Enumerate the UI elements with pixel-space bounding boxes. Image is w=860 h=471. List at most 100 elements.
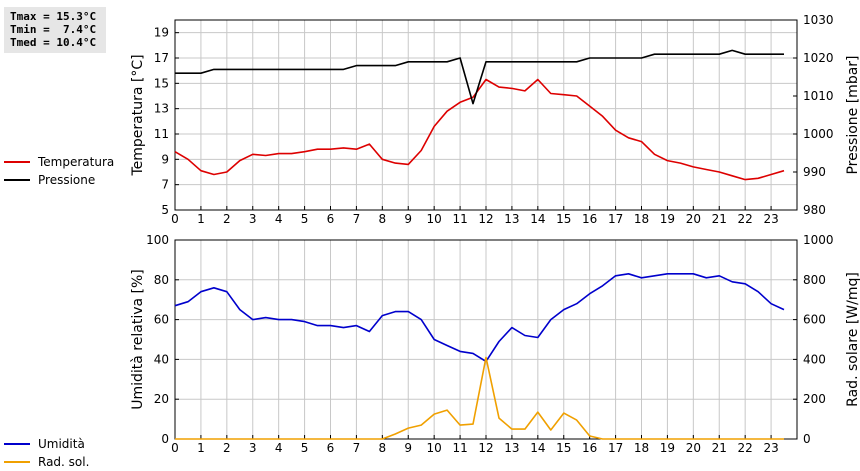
y-right-tick-label: 200 — [803, 392, 826, 406]
x-tick-label: 22 — [738, 212, 753, 226]
x-tick-label: 6 — [327, 212, 335, 226]
x-tick-label: 2 — [223, 441, 231, 455]
y-right-tick-label: 980 — [803, 203, 826, 217]
x-tick-label: 16 — [582, 441, 597, 455]
y-right-tick-label: 990 — [803, 165, 826, 179]
charts-canvas: 0 1 2 3 4 5 6 7 8 9 10 11 12 13 14 15 16 17 18 19 20 21 22 2357… — [130, 13, 860, 455]
x-tick-label: 5 — [301, 212, 309, 226]
chart-1: 0 1 2 3 4 5 6 7 8 9 10 11 12 13 14 15 16 17 18 19 20 21 22 2357… — [130, 13, 860, 226]
x-tick-label: 17 — [608, 212, 623, 226]
x-tick-label: 7 — [353, 212, 361, 226]
y-left-tick-label: 40 — [154, 352, 169, 366]
x-tick-label: 12 — [478, 212, 493, 226]
y-left-tick-label: 7 — [161, 178, 169, 192]
x-tick-label: 1 — [197, 212, 205, 226]
x-tick-label: 7 — [353, 441, 361, 455]
x-tick-label: 19 — [660, 441, 675, 455]
x-tick-label: 8 — [379, 441, 387, 455]
x-tick-label: 16 — [582, 212, 597, 226]
y-right-tick-label: 1010 — [803, 89, 834, 103]
x-tick-label: 18 — [634, 212, 649, 226]
y-right-axis-label: Rad. solare [W/mq] — [845, 272, 860, 407]
x-tick-label: 4 — [275, 212, 283, 226]
x-tick-label: 2 — [223, 212, 231, 226]
y-right-tick-label: 1020 — [803, 51, 834, 65]
x-tick-label: 6 — [327, 441, 335, 455]
y-right-tick-label: 0 — [803, 432, 811, 446]
x-tick-label: 0 — [171, 212, 179, 226]
legend-label: Pressione — [38, 173, 96, 187]
x-tick-label: 22 — [738, 441, 753, 455]
y-right-tick-label: 600 — [803, 313, 826, 327]
y-left-tick-label: 13 — [154, 102, 169, 116]
y-right-tick-label: 1030 — [803, 13, 834, 27]
y-left-tick-label: 60 — [154, 313, 169, 327]
chart-2: 0 1 2 3 4 5 6 7 8 9 10 11 12 13 14 15 16 17 18 19 20 21 22 2302… — [130, 233, 860, 455]
x-tick-label: 4 — [275, 441, 283, 455]
x-tick-label: 10 — [427, 441, 442, 455]
legend-item-pressione: Pressione — [4, 171, 114, 189]
series-line-umidit- — [174, 272, 785, 363]
x-tick-label: 10 — [427, 212, 442, 226]
x-tick-label: 14 — [530, 441, 545, 455]
legend-item-umidita: Umidità — [4, 435, 89, 453]
y-left-tick-label: 9 — [161, 152, 169, 166]
y-left-axis-label: Temperatura [°C] — [130, 54, 146, 176]
x-tick-label: 9 — [404, 441, 412, 455]
x-tick-label: 18 — [634, 441, 649, 455]
tmed-text: Tmed = 10.4°C — [10, 36, 97, 49]
tmin-text: Tmin = 7.4°C — [10, 23, 97, 36]
x-tick-label: 17 — [608, 441, 623, 455]
legend-swatch — [4, 461, 30, 463]
y-right-tick-label: 800 — [803, 273, 826, 287]
legend-item-temperatura: Temperatura — [4, 153, 114, 171]
y-left-tick-label: 0 — [161, 432, 169, 446]
y-left-tick-label: 100 — [146, 233, 169, 247]
x-tick-label: 13 — [504, 441, 519, 455]
x-tick-label: 23 — [763, 212, 778, 226]
y-left-tick-label: 20 — [154, 392, 169, 406]
y-right-tick-label: 1000 — [803, 127, 834, 141]
x-tick-label: 21 — [712, 441, 727, 455]
series-line-pressione — [175, 49, 784, 105]
x-tick-label: 12 — [478, 441, 493, 455]
legend-label: Temperatura — [38, 155, 115, 169]
x-tick-label: 23 — [763, 441, 778, 455]
legend-label: Umidità — [38, 437, 85, 451]
x-tick-label: 11 — [452, 441, 467, 455]
x-tick-label: 3 — [249, 212, 257, 226]
series-line-rad-sol- — [175, 356, 784, 440]
x-tick-label: 13 — [504, 212, 519, 226]
x-tick-label: 14 — [530, 212, 545, 226]
x-tick-label: 19 — [660, 212, 675, 226]
x-tick-label: 11 — [452, 212, 467, 226]
x-tick-label: 15 — [556, 212, 571, 226]
y-left-tick-label: 11 — [154, 127, 169, 141]
x-tick-label: 8 — [379, 212, 387, 226]
x-tick-label: 20 — [686, 212, 701, 226]
y-left-tick-label: 17 — [154, 51, 169, 65]
x-tick-label: 9 — [404, 212, 412, 226]
y-right-axis-label: Pressione [mbar] — [845, 55, 860, 174]
y-left-tick-label: 19 — [154, 26, 169, 40]
y-left-tick-label: 5 — [161, 203, 169, 217]
x-tick-label: 5 — [301, 441, 309, 455]
x-tick-label: 3 — [249, 441, 257, 455]
x-tick-label: 0 — [171, 441, 179, 455]
x-tick-label: 20 — [686, 441, 701, 455]
legend-swatch — [4, 161, 30, 163]
series-line-temperatura — [174, 78, 785, 181]
legend-swatch — [4, 443, 30, 445]
stats-box: Tmax = 15.3°C Tmin = 7.4°C Tmed = 10.4°C — [4, 7, 106, 53]
x-tick-label: 1 — [197, 441, 205, 455]
x-tick-label: 21 — [712, 212, 727, 226]
y-left-tick-label: 80 — [154, 273, 169, 287]
y-right-tick-label: 400 — [803, 352, 826, 366]
y-left-tick-label: 15 — [154, 76, 169, 90]
legend-swatch — [4, 179, 30, 181]
tmax-text: Tmax = 15.3°C — [10, 10, 97, 23]
y-left-axis-label: Umidità relativa [%] — [130, 269, 146, 410]
x-tick-label: 15 — [556, 441, 571, 455]
legend-top: Temperatura Pressione — [4, 153, 114, 189]
y-right-tick-label: 1000 — [803, 233, 834, 247]
